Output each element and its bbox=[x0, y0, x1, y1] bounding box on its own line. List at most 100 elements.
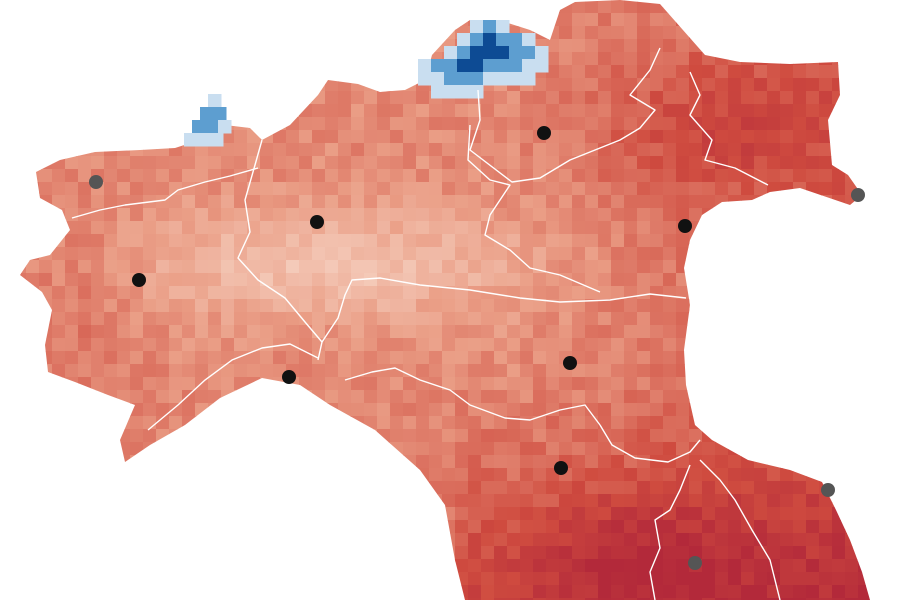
grid-cell bbox=[65, 156, 79, 170]
grid-cell bbox=[39, 572, 53, 586]
grid-cell bbox=[130, 208, 144, 222]
grid-cell bbox=[416, 260, 430, 274]
grid-cell bbox=[871, 182, 885, 196]
grid-cell bbox=[78, 130, 92, 144]
grid-cell bbox=[819, 507, 833, 521]
cold-cell bbox=[431, 59, 445, 73]
grid-cell bbox=[429, 260, 443, 274]
grid-cell bbox=[715, 195, 729, 209]
grid-cell bbox=[104, 104, 118, 118]
grid-cell bbox=[871, 546, 885, 560]
grid-cell bbox=[546, 390, 560, 404]
grid-cell bbox=[26, 481, 40, 495]
grid-cell bbox=[572, 481, 586, 495]
grid-cell bbox=[858, 26, 870, 40]
grid-cell bbox=[481, 0, 495, 14]
grid-cell bbox=[598, 208, 612, 222]
grid-cell bbox=[481, 455, 495, 469]
grid-cell bbox=[767, 507, 781, 521]
grid-cell bbox=[702, 65, 716, 79]
grid-cell bbox=[156, 481, 170, 495]
grid-cell bbox=[117, 507, 131, 521]
grid-cell bbox=[819, 247, 833, 261]
grid-cell bbox=[208, 286, 222, 300]
grid-cell bbox=[767, 143, 781, 157]
grid-cell bbox=[247, 78, 261, 92]
grid-cell bbox=[208, 364, 222, 378]
grid-cell bbox=[416, 104, 430, 118]
grid-cell bbox=[247, 13, 261, 27]
grid-cell bbox=[273, 39, 287, 53]
grid-cell bbox=[858, 91, 870, 105]
grid-cell bbox=[559, 416, 573, 430]
grid-cell bbox=[572, 104, 586, 118]
grid-cell bbox=[442, 429, 456, 443]
grid-cell bbox=[637, 364, 651, 378]
grid-cell bbox=[858, 0, 870, 14]
grid-cell bbox=[429, 481, 443, 495]
grid-cell bbox=[715, 507, 729, 521]
grid-cell bbox=[169, 234, 183, 248]
grid-cell bbox=[598, 364, 612, 378]
grid-cell bbox=[767, 598, 781, 600]
grid-cell bbox=[260, 572, 274, 586]
grid-cell bbox=[247, 312, 261, 326]
grid-cell bbox=[299, 325, 313, 339]
grid-cell bbox=[754, 585, 768, 599]
grid-cell bbox=[104, 572, 118, 586]
grid-cell bbox=[65, 117, 79, 131]
grid-cell bbox=[338, 416, 352, 430]
grid-cell bbox=[520, 208, 534, 222]
grid-cell bbox=[390, 572, 404, 586]
grid-cell bbox=[871, 13, 885, 27]
grid-cell bbox=[702, 351, 716, 365]
grid-cell bbox=[273, 234, 287, 248]
grid-cell bbox=[676, 520, 690, 534]
grid-cell bbox=[286, 572, 300, 586]
grid-cell bbox=[858, 13, 870, 27]
grid-cell bbox=[624, 416, 638, 430]
grid-cell bbox=[559, 52, 573, 66]
grid-cell bbox=[65, 91, 79, 105]
grid-cell bbox=[884, 26, 898, 40]
grid-cell bbox=[312, 260, 326, 274]
grid-cell bbox=[351, 403, 365, 417]
grid-cell bbox=[273, 403, 287, 417]
grid-cell bbox=[585, 494, 599, 508]
grid-cell bbox=[208, 507, 222, 521]
grid-cell bbox=[533, 273, 547, 287]
grid-cell bbox=[780, 104, 794, 118]
grid-cell bbox=[26, 117, 40, 131]
grid-cell bbox=[52, 546, 66, 560]
grid-cell bbox=[676, 91, 690, 105]
grid-cell bbox=[221, 416, 235, 430]
grid-cell bbox=[390, 78, 404, 92]
grid-cell bbox=[156, 520, 170, 534]
grid-cell bbox=[442, 455, 456, 469]
grid-cell bbox=[273, 221, 287, 235]
grid-cell bbox=[403, 312, 417, 326]
grid-cell bbox=[676, 390, 690, 404]
grid-cell bbox=[169, 169, 183, 183]
grid-cell bbox=[481, 507, 495, 521]
grid-cell bbox=[754, 273, 768, 287]
grid-cell bbox=[52, 312, 66, 326]
grid-cell bbox=[637, 65, 651, 79]
grid-cell bbox=[468, 559, 482, 573]
grid-cell bbox=[455, 455, 469, 469]
grid-cell bbox=[871, 585, 885, 599]
grid-cell bbox=[221, 494, 235, 508]
grid-cell bbox=[156, 442, 170, 456]
grid-cell bbox=[65, 65, 79, 79]
grid-cell bbox=[234, 468, 248, 482]
grid-cell bbox=[312, 143, 326, 157]
grid-cell bbox=[377, 325, 391, 339]
grid-cell bbox=[533, 286, 547, 300]
grid-cell bbox=[741, 390, 755, 404]
grid-cell bbox=[871, 286, 885, 300]
grid-cell bbox=[195, 299, 209, 313]
grid-cell bbox=[195, 481, 209, 495]
grid-cell bbox=[806, 273, 820, 287]
grid-cell bbox=[156, 0, 170, 14]
grid-cell bbox=[390, 208, 404, 222]
